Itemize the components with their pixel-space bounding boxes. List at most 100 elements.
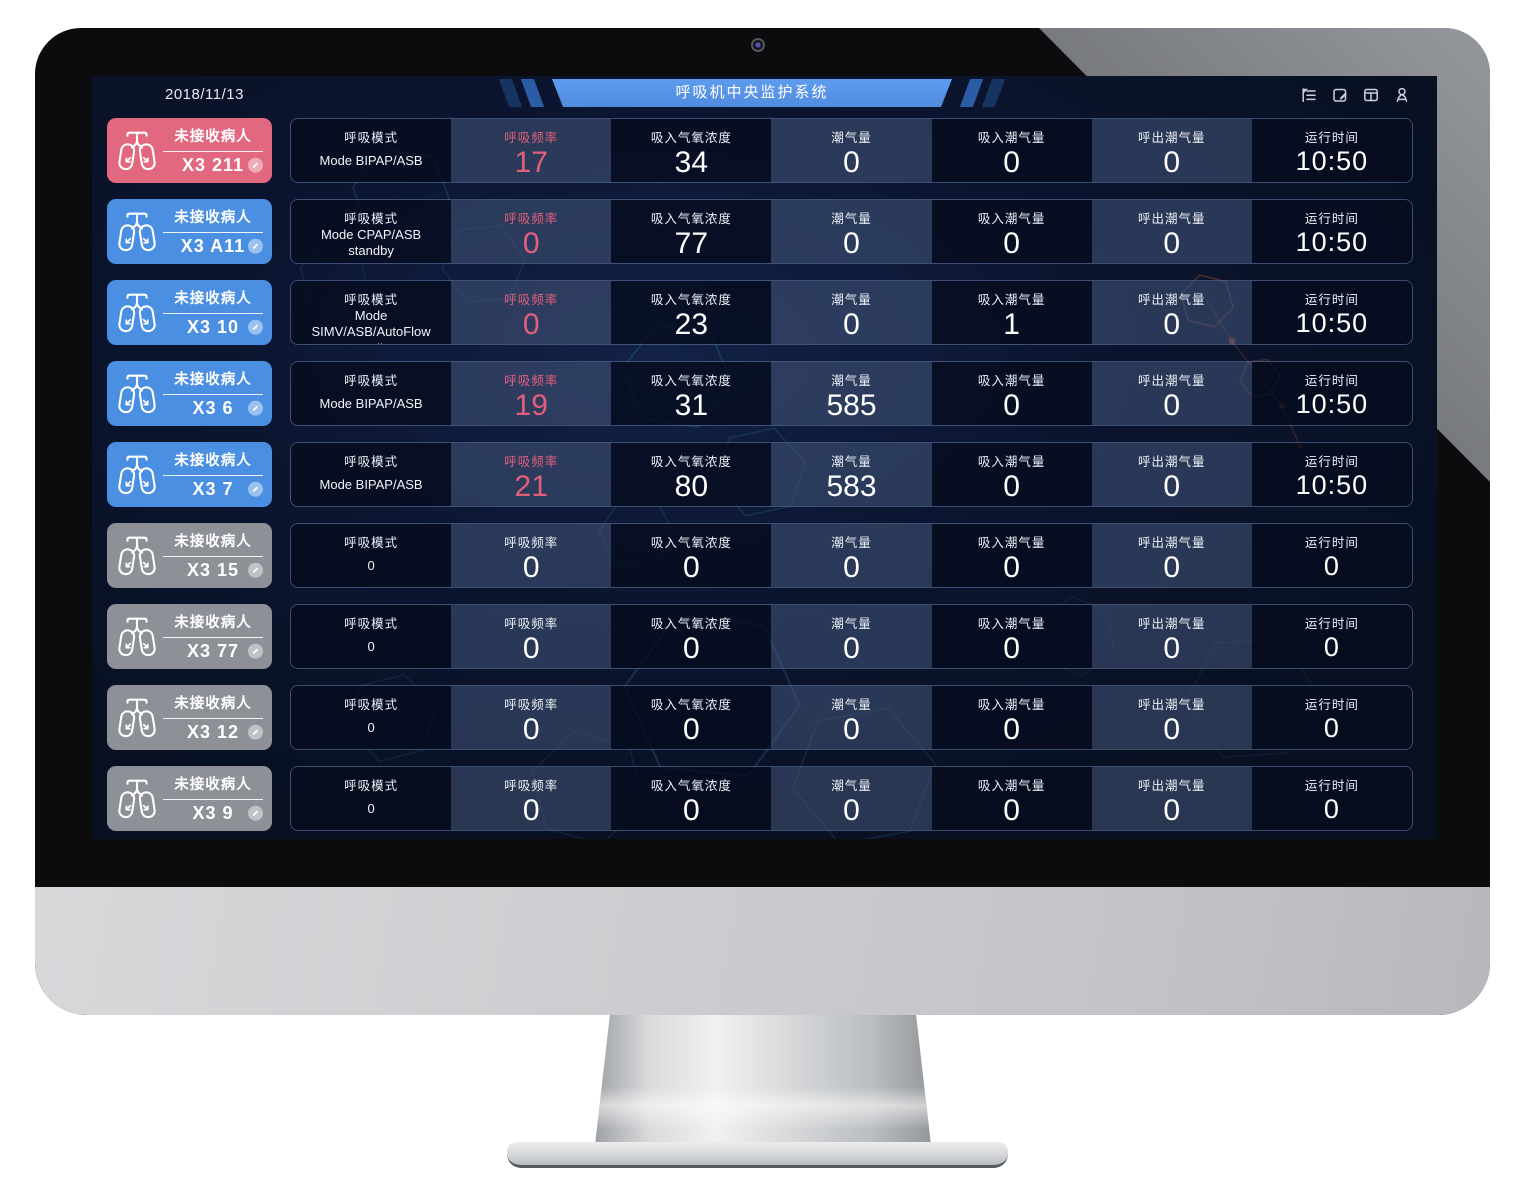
value-tidal: 583	[826, 470, 877, 503]
cell-tidal: 潮气量 0	[771, 281, 932, 344]
cell-rate: 呼吸频率 17	[451, 119, 612, 182]
value-mode: 0	[367, 557, 375, 573]
cell-runtime: 运行时间 0	[1251, 605, 1412, 668]
cell-tidal_in: 吸入潮气量 0	[931, 119, 1092, 182]
patient-card-x3-6[interactable]: 未接收病人 X3 6	[107, 361, 272, 426]
col-header-mode: 呼吸模式	[344, 536, 399, 550]
patient-card-x3-12[interactable]: 未接收病人 X3 12	[107, 685, 272, 750]
value-tidal: 0	[843, 632, 860, 665]
value-fio2: 80	[674, 470, 709, 503]
cell-tidal: 潮气量 0	[771, 605, 932, 668]
patient-card-x3-9[interactable]: 未接收病人 X3 9	[107, 766, 272, 831]
value-tidal: 0	[843, 308, 860, 341]
pencil-glyph	[252, 162, 259, 168]
value-fio2: 77	[674, 227, 709, 260]
cell-runtime: 运行时间 10:50	[1251, 200, 1412, 263]
lungs-icon	[118, 455, 156, 494]
value-mode: Mode BIPAP/ASB	[319, 152, 423, 168]
col-header-tidal_out: 呼出潮气量	[1138, 698, 1206, 712]
card-divider	[163, 556, 263, 557]
edit-icon[interactable]	[248, 157, 263, 173]
cell-runtime: 运行时间 10:50	[1251, 119, 1412, 182]
patient-card-info: 未接收病人 X3 77	[163, 611, 263, 662]
patient-card-x3-211[interactable]: 未接收病人 X3 211	[107, 118, 272, 183]
col-header-rate: 呼吸频率	[504, 698, 559, 712]
cell-tidal_in: 吸入潮气量 0	[931, 443, 1092, 506]
col-header-tidal_out: 呼出潮气量	[1138, 536, 1206, 550]
col-header-mode: 呼吸模式	[344, 698, 399, 712]
edit-icon[interactable]	[248, 562, 263, 578]
value-rate: 0	[522, 308, 540, 341]
edit-icon[interactable]	[248, 238, 263, 254]
value-rate: 0	[522, 227, 540, 260]
col-header-rate: 呼吸频率	[504, 779, 559, 793]
vitals-panel: 呼吸模式 Mode BIPAP/ASB 呼吸频率 21 吸入气氧浓度 80 潮气…	[290, 442, 1413, 507]
patient-status-label: 未接收病人	[174, 777, 252, 793]
patient-status-label: 未接收病人	[174, 372, 252, 388]
edit-icon[interactable]	[248, 400, 263, 416]
value-tidal_out: 0	[1163, 713, 1181, 746]
edit-icon[interactable]	[248, 481, 263, 497]
layout-icon[interactable]	[1362, 86, 1380, 104]
cell-fio2: 吸入气氧浓度 80	[611, 443, 772, 506]
patient-card-x3-7[interactable]: 未接收病人 X3 7	[107, 442, 272, 507]
value-tidal: 0	[843, 713, 860, 746]
patient-card-x3-15[interactable]: 未接收病人 X3 15	[107, 523, 272, 588]
col-header-runtime: 运行时间	[1304, 212, 1359, 226]
monitor-row: 未接收病人 X3 211 呼吸模式 Mode BIPAP/ASB 呼吸频率 17…	[107, 118, 1413, 183]
cell-tidal_out: 呼出潮气量 0	[1091, 200, 1252, 263]
edit-icon[interactable]	[248, 805, 263, 821]
col-header-rate: 呼吸频率	[504, 131, 559, 145]
cell-tidal_out: 呼出潮气量 0	[1091, 605, 1252, 668]
value-tidal: 0	[843, 146, 860, 179]
col-header-rate: 呼吸频率	[504, 374, 559, 388]
lungs-icon	[118, 779, 156, 818]
cell-fio2: 吸入气氧浓度 31	[611, 362, 772, 425]
edit-note-icon[interactable]	[1331, 86, 1349, 104]
vitals-panel: 呼吸模式 Mode SIMV/ASB/AutoFlow standby 呼吸频率…	[290, 280, 1413, 345]
lungs-icon	[118, 131, 156, 170]
cell-runtime: 运行时间 10:50	[1251, 281, 1412, 344]
edit-icon[interactable]	[248, 724, 263, 740]
patient-status-label: 未接收病人	[174, 696, 252, 712]
patient-card-info: 未接收病人 X3 10	[163, 287, 263, 338]
cell-rate: 呼吸频率 0	[451, 524, 612, 587]
monitor-stand-base	[507, 1142, 1008, 1168]
page-title: 呼吸机中央监护系统	[552, 79, 952, 107]
value-fio2: 34	[674, 146, 709, 179]
col-header-tidal: 潮气量	[831, 698, 872, 712]
col-header-tidal_in: 吸入潮气量	[977, 698, 1046, 712]
cell-mode: 呼吸模式 Mode SIMV/ASB/AutoFlow standby	[291, 281, 452, 344]
patient-status-label: 未接收病人	[174, 534, 252, 550]
col-header-rate: 呼吸频率	[504, 536, 559, 550]
patient-card-x3-a11[interactable]: 未接收病人 X3 A11	[107, 199, 272, 264]
cell-rate: 呼吸频率 0	[451, 281, 612, 344]
list-tree-icon[interactable]	[1300, 86, 1318, 104]
patient-status-label: 未接收病人	[174, 129, 252, 145]
col-header-rate: 呼吸频率	[504, 212, 559, 226]
patient-card-x3-10[interactable]: 未接收病人 X3 10	[107, 280, 272, 345]
col-header-runtime: 运行时间	[1304, 536, 1359, 550]
patient-card-info: 未接收病人 X3 A11	[163, 206, 263, 257]
edit-icon[interactable]	[248, 319, 263, 335]
vitals-panel: 呼吸模式 Mode BIPAP/ASB 呼吸频率 19 吸入气氧浓度 31 潮气…	[290, 361, 1413, 426]
value-fio2: 0	[683, 713, 700, 746]
patient-status-label: 未接收病人	[174, 453, 252, 469]
patient-status-label: 未接收病人	[174, 615, 252, 631]
pencil-glyph	[252, 729, 259, 735]
col-header-fio2: 吸入气氧浓度	[650, 293, 732, 307]
patient-card-x3-77[interactable]: 未接收病人 X3 77	[107, 604, 272, 669]
monitor-row: 未接收病人 X3 15 呼吸模式 0 呼吸频率 0 吸入气氧浓度 0 潮气量 0…	[107, 523, 1413, 588]
monitor-row: 未接收病人 X3 77 呼吸模式 0 呼吸频率 0 吸入气氧浓度 0 潮气量 0…	[107, 604, 1413, 669]
cell-fio2: 吸入气氧浓度 23	[611, 281, 772, 344]
cell-mode: 呼吸模式 0	[291, 605, 452, 668]
pencil-glyph	[252, 324, 259, 330]
col-header-tidal: 潮气量	[831, 131, 872, 145]
value-tidal_in: 0	[1003, 227, 1020, 260]
user-icon[interactable]	[1393, 86, 1411, 104]
cell-fio2: 吸入气氧浓度 0	[611, 767, 772, 830]
edit-icon[interactable]	[248, 643, 263, 659]
lungs-icon	[118, 212, 156, 251]
cell-rate: 呼吸频率 21	[451, 443, 612, 506]
value-tidal_in: 0	[1003, 713, 1020, 746]
